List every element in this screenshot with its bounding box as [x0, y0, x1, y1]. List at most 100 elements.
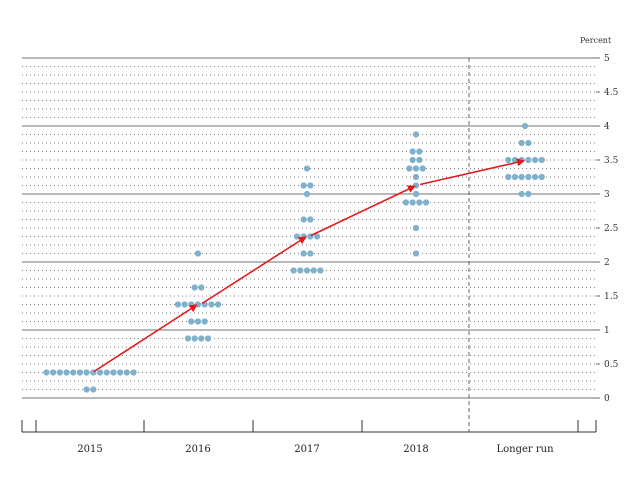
participant-dot — [521, 122, 529, 130]
participant-dot — [130, 369, 137, 376]
participant-dot — [412, 250, 420, 257]
participant-dot — [56, 369, 63, 376]
participant-dot — [303, 165, 311, 172]
median-arrow — [201, 236, 307, 305]
participant-dot — [511, 173, 519, 181]
participant-dot — [198, 335, 205, 342]
dots-layer — [43, 122, 545, 393]
participant-dot — [194, 250, 202, 257]
participant-dot — [313, 233, 321, 240]
participant-dot — [419, 165, 426, 172]
participant-dot — [50, 369, 57, 376]
participant-dot — [422, 199, 430, 206]
participant-dot — [293, 233, 301, 240]
participant-dot — [409, 156, 416, 164]
participant-dot — [525, 139, 532, 147]
participant-dot — [96, 369, 104, 376]
participant-dot — [303, 190, 311, 198]
participant-dot — [300, 250, 307, 257]
participant-dot — [194, 301, 202, 308]
participant-dot — [409, 199, 416, 206]
participant-dot — [525, 190, 532, 198]
arrows-layer — [93, 158, 525, 373]
participant-dot — [181, 301, 188, 308]
participant-dot — [531, 156, 539, 164]
participant-dot — [412, 131, 420, 138]
y-axis-unit-label: Percent — [580, 36, 612, 45]
participant-dot — [103, 369, 110, 376]
y-tick-label: 1.5 — [604, 292, 619, 302]
participant-dot — [505, 173, 512, 181]
participant-dot — [518, 139, 525, 147]
participant-dot — [194, 318, 202, 325]
participant-dot — [188, 318, 195, 325]
participant-dot — [412, 190, 420, 198]
participant-dot — [409, 148, 416, 155]
y-tick-label: 4.5 — [604, 88, 619, 98]
x-category-label: Longer run — [496, 444, 554, 455]
participant-dot — [416, 199, 423, 206]
participant-dot — [83, 369, 90, 376]
participant-dot — [300, 182, 307, 189]
y-tick-label: 0.5 — [604, 360, 619, 370]
participant-dot — [123, 369, 130, 376]
participant-dot — [412, 182, 420, 189]
participant-dot — [307, 250, 314, 257]
participant-dot — [290, 267, 297, 274]
participant-dot — [416, 148, 423, 155]
participant-dot — [307, 216, 314, 223]
participant-dot — [525, 173, 532, 181]
participant-dot — [184, 335, 192, 342]
median-arrow — [310, 185, 416, 237]
x-category-label: 2018 — [403, 444, 428, 455]
y-tick-label: 2.5 — [604, 224, 619, 234]
participant-dot — [416, 156, 423, 164]
participant-dot — [412, 165, 420, 172]
y-tick-label: 2 — [604, 258, 610, 268]
participant-dot — [297, 267, 304, 274]
y-tick-label: 4 — [604, 122, 610, 132]
participant-dot — [307, 182, 314, 189]
median-arrow — [419, 158, 525, 186]
participant-dot — [412, 224, 420, 232]
x-category-label: 2016 — [185, 444, 210, 455]
participant-dot — [518, 190, 525, 198]
axis-layer: 0 0.5 1 1.5 2 2.5 3 3.5 4 4.5 5 2015 2016 2017 2018 Lon… — [21, 54, 619, 455]
participant-dot — [70, 369, 77, 376]
participant-dot — [191, 284, 198, 291]
participant-dot — [505, 156, 512, 164]
participant-dot — [525, 156, 532, 164]
y-tick-label: 3.5 — [604, 156, 619, 166]
participant-dot — [201, 318, 208, 325]
participant-dot — [83, 386, 90, 393]
participant-dot — [402, 199, 410, 206]
y-tick-label: 0 — [604, 394, 610, 404]
y-tick-label: 1 — [604, 326, 610, 336]
x-category-label: 2015 — [77, 444, 102, 455]
grid-layer — [22, 57, 596, 399]
participant-dot — [317, 267, 324, 274]
participant-dot — [518, 173, 525, 181]
participant-dot — [204, 335, 212, 342]
participant-dot — [531, 173, 539, 181]
participant-dot — [310, 267, 317, 274]
participant-dot — [198, 284, 205, 291]
y-tick-label: 5 — [604, 54, 610, 64]
participant-dot — [191, 335, 198, 342]
participant-dot — [215, 301, 222, 308]
participant-dot — [174, 301, 181, 308]
participant-dot — [538, 173, 545, 181]
participant-dot — [406, 165, 413, 172]
participant-dot — [43, 369, 50, 376]
participant-dot — [538, 156, 545, 164]
median-arrow — [93, 304, 198, 373]
participant-dot — [208, 301, 215, 308]
x-category-label: 2017 — [294, 444, 319, 455]
participant-dot — [303, 267, 311, 274]
participant-dot — [300, 216, 307, 223]
y-tick-label: 3 — [604, 190, 610, 200]
participant-dot — [63, 369, 70, 376]
participant-dot — [90, 386, 97, 393]
participant-dot — [76, 369, 84, 376]
